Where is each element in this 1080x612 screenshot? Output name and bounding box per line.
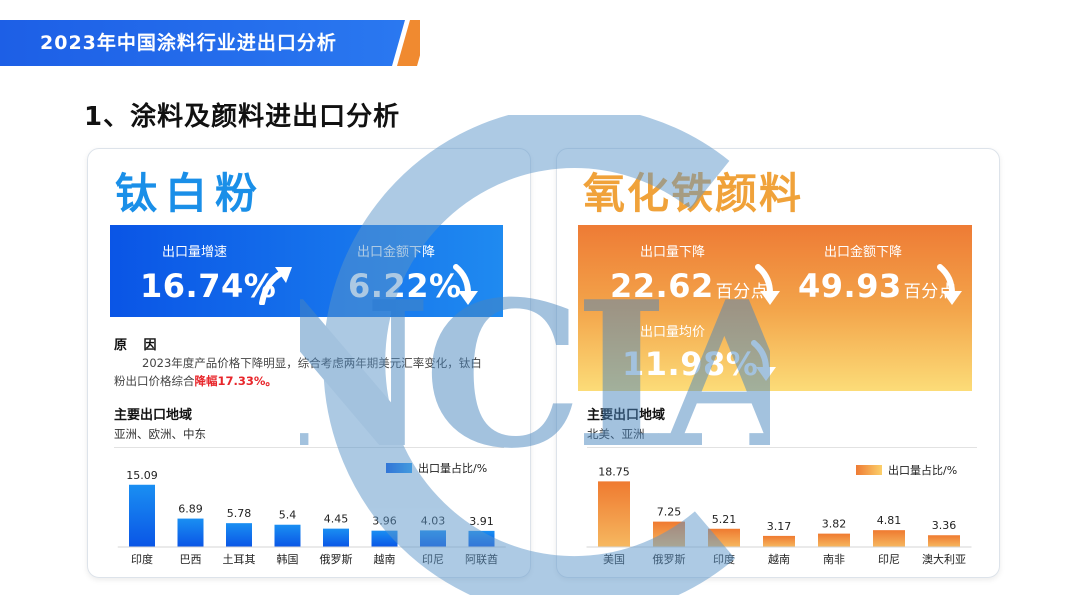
bar-澳大利亚 [928, 535, 960, 547]
iron-stat-value-3-text: 11.98% [622, 345, 759, 383]
arrow-up-icon [259, 267, 292, 305]
bar-value-label: 3.96 [372, 515, 397, 528]
bar-value-label: 3.17 [767, 520, 792, 533]
bar-印尼 [420, 530, 446, 547]
category-label: 韩国 [277, 552, 299, 566]
bar-value-label: 6.89 [178, 503, 203, 516]
arrow-down-icon [755, 264, 780, 305]
iron-stat-suffix-2: 百分点 [903, 282, 957, 302]
reason-highlight: 降幅17.33%。 [194, 374, 277, 388]
category-label: 俄罗斯 [653, 553, 686, 566]
category-label: 越南 [374, 552, 396, 566]
bar-value-label: 5.21 [712, 513, 737, 526]
iron-legend-swatch [856, 465, 882, 475]
bar-巴西 [177, 518, 204, 547]
category-label: 南非 [823, 553, 845, 566]
bar-value-label: 4.03 [421, 514, 446, 527]
bar-越南 [763, 535, 795, 547]
category-label: 土耳其 [223, 553, 256, 566]
bar-俄罗斯 [323, 528, 349, 547]
bar-value-label: 4.45 [324, 513, 349, 526]
tio2-divider [114, 447, 504, 448]
bar-value-label: 7.25 [657, 506, 682, 519]
bar-韩国 [274, 524, 301, 547]
tio2-stat-value-1-text: 16.74% [140, 267, 277, 305]
iron-stat-label-3: 出口量均价 [640, 325, 706, 340]
tio2-bar-chart: 15.09 印度 6.89 巴西 5.78 土耳其 5.4 韩国 4.45 俄罗斯 3.96 越南 4.… [117, 469, 506, 566]
bar-value-label: 18.75 [598, 465, 630, 478]
tio2-regions-text: 亚洲、欧洲、中东 [114, 427, 206, 441]
bar-美国 [598, 481, 630, 547]
bar-印度 [129, 484, 155, 547]
header-banner: 2023年中国涂料行业进出口分析 [0, 20, 420, 66]
iron-stat-value-2-text: 49.93 [798, 267, 902, 305]
iron-legend: 出口量占比/% [856, 462, 957, 478]
iron-stat-value-2: 49.93 百分点 [798, 267, 956, 305]
bar-value-label: 3.82 [822, 518, 847, 531]
category-label: 阿联酋 [465, 552, 498, 566]
reason-text: 2023年度产品价格下降明显，综合考虑两年期美元汇率变化，钛白粉出口价格综合降幅… [114, 354, 484, 390]
iron-divider [587, 447, 977, 448]
tio2-stat-label-1: 出口量增速 [162, 245, 228, 260]
tio2-title: 钛白粉 [115, 169, 266, 218]
bar-俄罗斯 [653, 521, 685, 547]
category-label: 印度 [131, 552, 153, 566]
iron-stat-value-1: 22.62 百分点 [610, 267, 768, 305]
category-label: 印尼 [878, 553, 900, 566]
tio2-stat-label-2: 出口金额下降 [357, 245, 436, 260]
iron-stat-value-1-text: 22.62 [610, 267, 714, 305]
tio2-regions-title: 主要出口地域 [114, 408, 193, 423]
bar-阿联酋 [468, 530, 495, 547]
tio2-stat-value-2: 6.22% [348, 267, 462, 305]
banner-title: 2023年中国涂料行业进出口分析 [40, 32, 337, 54]
arrow-down-icon [751, 340, 776, 381]
bar-value-label: 4.81 [877, 514, 902, 527]
banner-shape [0, 20, 420, 66]
arrow-down-icon [937, 264, 962, 305]
bar-value-label: 5.78 [227, 507, 252, 520]
category-label: 越南 [768, 552, 790, 566]
category-label: 美国 [603, 553, 625, 566]
bar-value-label: 3.91 [469, 515, 494, 528]
iron-regions-text: 北美、亚洲 [587, 427, 645, 441]
category-label: 印度 [713, 552, 735, 566]
bar-印度 [708, 528, 740, 547]
category-label: 印尼 [422, 553, 444, 566]
bar-土耳其 [226, 523, 252, 547]
iron-regions-title: 主要出口地域 [587, 408, 666, 423]
category-label: 俄罗斯 [320, 553, 353, 566]
category-label: 巴西 [180, 553, 202, 566]
iron-stat-label-1: 出口量下降 [640, 245, 706, 260]
bar-value-label: 5.4 [279, 509, 297, 522]
bar-越南 [371, 530, 398, 547]
iron-legend-label: 出口量占比/% [888, 464, 958, 477]
iron-stat-label-2: 出口金额下降 [824, 245, 903, 260]
tio2-stat-value-2-text: 6.22% [348, 267, 462, 305]
tio2-stat-value-1: 16.74% [140, 267, 276, 305]
reason-body: 2023年度产品价格下降明显，综合考虑两年期美元汇率变化，钛白粉出口价格综合 [114, 356, 482, 388]
iron-oxide-bar-chart: 18.75 美国 7.25 俄罗斯 5.21 印度 3.17 越南 3.82 南非 4.81 印尼 3.… [586, 465, 972, 566]
iron-oxide-title: 氧化铁颜料 [583, 169, 804, 218]
tio2-stat-box: 出口量增速 16.74% 出口金额下降 6.22% [110, 225, 503, 317]
iron-oxide-stat-box: 出口量下降 22.62 百分点 出口金额下降 49.93 百分点 出口量均价 11.… [578, 225, 972, 391]
bar-印尼 [873, 530, 905, 547]
bar-value-label: 15.09 [126, 469, 158, 482]
category-label: 澳大利亚 [922, 552, 966, 566]
bar-南非 [818, 533, 850, 547]
bar-value-label: 3.36 [932, 519, 957, 532]
section-title: 1、涂料及颜料进出口分析 [84, 102, 401, 132]
iron-stat-value-3: 11.98% [622, 345, 758, 383]
reason-title: 原 因 [114, 338, 163, 353]
arrow-down-icon [453, 264, 478, 305]
